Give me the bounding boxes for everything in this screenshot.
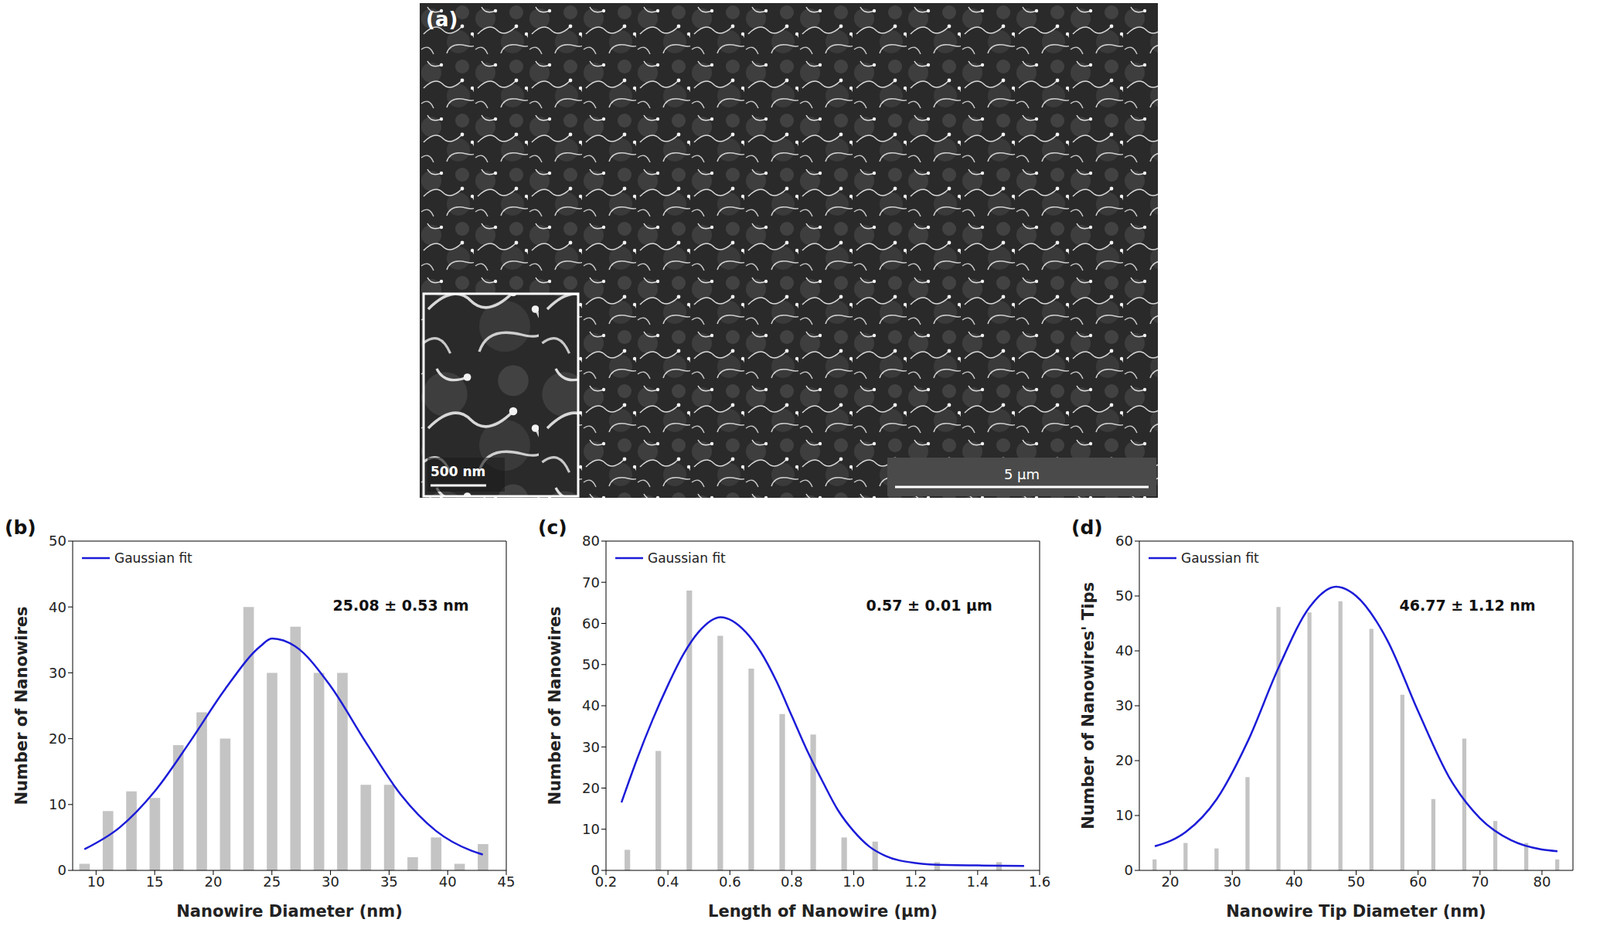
svg-text:20: 20: [204, 873, 222, 890]
svg-text:50: 50: [1115, 587, 1134, 604]
svg-text:40: 40: [582, 697, 600, 714]
svg-text:1.2: 1.2: [904, 873, 927, 890]
svg-text:50: 50: [582, 656, 600, 673]
svg-text:45: 45: [497, 873, 516, 890]
svg-text:30: 30: [321, 873, 340, 890]
svg-text:40: 40: [48, 599, 67, 616]
html-text:(c): (c): [537, 516, 568, 539]
svg-text:20: 20: [48, 730, 67, 747]
html-text:Gaussian fit: Gaussian fit: [114, 550, 193, 566]
html-text:0.57 ± 0.01 μm: 0.57 ± 0.01 μm: [866, 597, 993, 615]
svg-text:60: 60: [582, 615, 600, 632]
svg-text:10: 10: [87, 873, 106, 890]
svg-text:60: 60: [1115, 532, 1134, 549]
svg-text:1.6: 1.6: [1028, 873, 1052, 890]
svg-text:50: 50: [1347, 873, 1366, 890]
svg-text:40: 40: [1115, 642, 1134, 659]
html-text:Gaussian fit: Gaussian fit: [1181, 550, 1259, 566]
svg-text:30: 30: [1115, 697, 1134, 714]
svg-text:10: 10: [1115, 806, 1134, 824]
svg-text:0: 0: [57, 861, 67, 879]
html-text:(b): (b): [4, 516, 37, 539]
svg-text:40: 40: [439, 873, 457, 890]
svg-text:0.4: 0.4: [657, 873, 680, 890]
svg-text:20: 20: [582, 779, 600, 797]
svg-text:40: 40: [1285, 873, 1304, 890]
svg-text:Nanowire Tip Diameter (nm): Nanowire Tip Diameter (nm): [1225, 902, 1486, 921]
svg-text:5 µm: 5 µm: [1004, 466, 1040, 483]
svg-text:70: 70: [582, 574, 600, 591]
svg-text:20: 20: [1161, 873, 1180, 890]
html-text:46.77 ± 1.12 nm: 46.77 ± 1.12 nm: [1399, 597, 1536, 615]
svg-text:10: 10: [48, 796, 67, 813]
svg-text:Length of Nanowire (μm): Length of Nanowire (μm): [708, 902, 938, 921]
svg-text:80: 80: [1532, 873, 1551, 890]
svg-text:Number of Nanowires: Number of Nanowires: [12, 605, 31, 805]
svg-text:0.2: 0.2: [594, 873, 618, 890]
svg-text:30: 30: [1223, 873, 1242, 890]
svg-text:1.4: 1.4: [966, 873, 990, 890]
svg-text:80: 80: [582, 532, 600, 549]
svg-text:15: 15: [146, 873, 164, 890]
svg-text:Nanowire Diameter (nm): Nanowire Diameter (nm): [176, 902, 403, 921]
svg-text:25: 25: [262, 873, 281, 890]
svg-text:Number of Nanowires' Tips: Number of Nanowires' Tips: [1079, 582, 1098, 830]
svg-text:1.0: 1.0: [842, 873, 865, 890]
svg-text:0: 0: [1124, 861, 1134, 879]
html-text:25.08 ± 0.53 nm: 25.08 ± 0.53 nm: [332, 597, 469, 615]
svg-text:20: 20: [1115, 752, 1134, 769]
svg-text:35: 35: [380, 873, 399, 890]
svg-text:0: 0: [591, 861, 600, 879]
html-text:Gaussian fit: Gaussian fit: [647, 550, 726, 566]
svg-text:(a): (a): [425, 7, 458, 31]
svg-text:30: 30: [582, 738, 600, 756]
svg-text:0.6: 0.6: [718, 873, 742, 890]
svg-text:70: 70: [1470, 873, 1489, 890]
svg-text:500 nm: 500 nm: [430, 463, 486, 480]
svg-text:Number of Nanowires: Number of Nanowires: [545, 605, 565, 805]
html-text:(d): (d): [1071, 516, 1103, 539]
svg-text:10: 10: [582, 820, 600, 838]
svg-text:50: 50: [48, 532, 67, 549]
svg-text:30: 30: [48, 664, 67, 681]
svg-text:0.8: 0.8: [780, 873, 804, 890]
svg-text:60: 60: [1409, 873, 1427, 890]
